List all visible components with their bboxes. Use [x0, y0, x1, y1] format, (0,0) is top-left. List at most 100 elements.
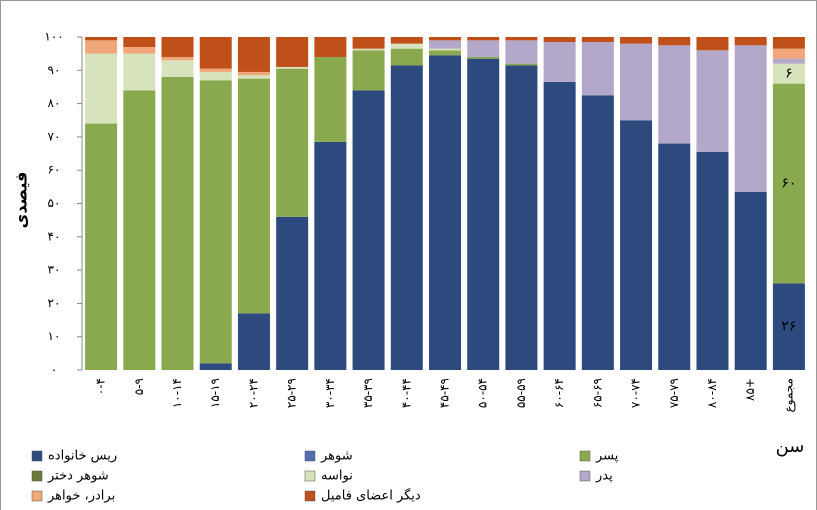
bar-segment	[199, 71, 232, 81]
x-tick-label: ۵-۹	[132, 378, 146, 395]
bar-segment	[161, 60, 194, 77]
bar-segment	[505, 65, 538, 371]
bar-segment	[696, 50, 729, 152]
legend-swatch	[304, 470, 316, 482]
bar-segment	[161, 37, 194, 57]
data-label: ۶	[785, 66, 793, 82]
y-tick-label: ۹۰	[48, 63, 61, 77]
bar-segment	[314, 37, 347, 57]
y-tick-label: ۱۰	[48, 329, 61, 343]
x-tick-label: ۳۵-۳۹	[361, 378, 375, 408]
bar-segment	[352, 37, 385, 49]
bar-segment	[390, 43, 423, 49]
bar-segment	[276, 66, 309, 69]
y-tick-label: ٠	[51, 363, 57, 377]
legend-swatch	[31, 450, 43, 462]
bar-segment	[237, 75, 270, 79]
legend-label: برادر، خواهر	[47, 489, 115, 504]
bar-segment	[352, 48, 385, 51]
x-tick-label: ۲۰-۲۴	[246, 378, 260, 408]
bar-segment	[772, 63, 805, 84]
bar-segment	[772, 283, 805, 370]
y-tick-label: ۱۰۰	[44, 30, 63, 44]
x-tick-label: ۵۰-۵۴	[476, 378, 490, 408]
bar-segment	[85, 37, 118, 41]
legend-swatch	[579, 470, 591, 482]
bar-segment	[620, 120, 653, 370]
bar-segment	[696, 151, 729, 370]
bar-segment	[390, 37, 423, 44]
bar-segment	[429, 37, 461, 41]
bar-segment	[85, 123, 118, 370]
bar-segment	[429, 40, 461, 49]
legend-label: پدر	[595, 469, 613, 484]
bar-segment	[123, 53, 156, 91]
bar-segment	[276, 37, 309, 67]
bar-segment	[581, 37, 614, 42]
bar-segment	[390, 48, 423, 66]
x-tick-label: ۳۰-۳۴	[323, 378, 337, 408]
x-axis-label: سن	[776, 436, 805, 457]
bar-segment	[734, 37, 767, 46]
bar-segment	[620, 43, 653, 121]
bar-segment	[543, 37, 576, 42]
x-tick-label: ۱۰-۱۴	[170, 378, 184, 408]
y-tick-label: ۵۰	[48, 196, 61, 210]
bar-segment	[352, 90, 385, 370]
x-tick-label: ۷۵-۷۹	[667, 378, 681, 408]
legend-label: شوهر	[320, 449, 353, 464]
x-tick-label: ۶۰-۶۴	[552, 378, 566, 408]
bar-segment	[199, 37, 232, 69]
bar-segment	[658, 37, 691, 46]
bar-segment	[734, 45, 767, 192]
bar-segment	[543, 81, 576, 370]
bar-segment	[276, 216, 309, 370]
bar-segment	[123, 37, 156, 47]
bar-segment	[772, 83, 805, 284]
legend-label: شوهر دختر	[47, 469, 109, 484]
bar-segment	[467, 56, 500, 59]
bar-segment	[161, 56, 194, 61]
bar-segment	[429, 55, 461, 370]
legend-label: پسر	[595, 449, 619, 464]
bar-segment	[467, 37, 500, 41]
bar-segment	[123, 90, 156, 370]
x-tick-label: ۶۵-۶۹	[590, 378, 604, 408]
bar-segment	[658, 45, 691, 144]
bar-segment	[85, 40, 118, 54]
legend-swatch	[579, 450, 591, 462]
bar-segment	[237, 37, 270, 72]
bar-segment	[581, 41, 614, 96]
bar-segment	[85, 53, 118, 124]
bar-segment	[352, 50, 385, 91]
bar-segment	[658, 143, 691, 370]
legend-label: دیگر اعضای فامیل	[321, 488, 421, 504]
bar-segment	[237, 313, 270, 370]
x-tick-label: ۴۰-۴۴	[399, 378, 413, 408]
x-tick-label: ۵۵-۵۹	[514, 378, 528, 408]
bar-segment	[237, 71, 270, 76]
bar-segment	[543, 41, 576, 82]
bar-segment	[237, 78, 270, 314]
y-tick-label: ۶۰	[48, 163, 61, 177]
bar-segment	[620, 37, 653, 44]
x-tick-label: ۱۵-۱۹	[208, 378, 222, 408]
data-label: ۶۰	[781, 176, 796, 192]
bar-segment	[314, 56, 347, 142]
bar-segment	[199, 68, 232, 72]
bar-segment	[199, 363, 232, 370]
x-tick-label: ۸۰-۸۴	[705, 378, 719, 408]
bar-segment	[314, 141, 347, 370]
bar-segment	[505, 40, 538, 64]
legend-swatch	[31, 470, 43, 482]
bar-segment	[467, 40, 500, 57]
y-tick-label: ۳۰	[48, 263, 61, 277]
y-tick-label: ۲۰	[48, 296, 61, 310]
bar-segment	[772, 48, 805, 59]
bar-segment	[390, 65, 423, 371]
legend-label: ریس خانواده	[48, 449, 117, 464]
y-tick-label: ۴۰	[48, 229, 61, 243]
x-tick-label: ۰-۴	[94, 378, 108, 395]
bar-segment	[772, 37, 805, 49]
